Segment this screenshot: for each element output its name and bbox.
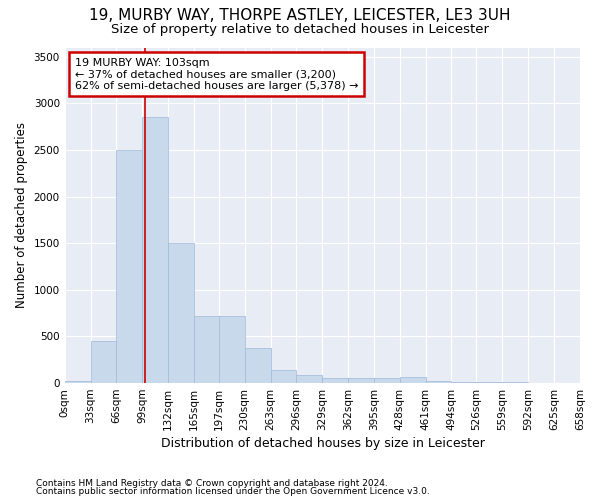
- Bar: [451, 382, 477, 383]
- Bar: [502, 382, 528, 383]
- Bar: [194, 316, 220, 383]
- Bar: [219, 316, 245, 383]
- Y-axis label: Number of detached properties: Number of detached properties: [15, 122, 28, 308]
- Bar: [400, 378, 425, 383]
- X-axis label: Distribution of detached houses by size in Leicester: Distribution of detached houses by size …: [161, 437, 485, 450]
- Bar: [374, 378, 400, 383]
- Bar: [322, 378, 348, 383]
- Bar: [116, 150, 142, 383]
- Bar: [168, 243, 194, 383]
- Text: 19, MURBY WAY, THORPE ASTLEY, LEICESTER, LE3 3UH: 19, MURBY WAY, THORPE ASTLEY, LEICESTER,…: [89, 8, 511, 22]
- Text: Size of property relative to detached houses in Leicester: Size of property relative to detached ho…: [111, 22, 489, 36]
- Bar: [245, 348, 271, 383]
- Text: 19 MURBY WAY: 103sqm
← 37% of detached houses are smaller (3,200)
62% of semi-de: 19 MURBY WAY: 103sqm ← 37% of detached h…: [75, 58, 359, 91]
- Bar: [425, 380, 451, 383]
- Text: Contains HM Land Registry data © Crown copyright and database right 2024.: Contains HM Land Registry data © Crown c…: [36, 478, 388, 488]
- Bar: [142, 118, 168, 383]
- Bar: [476, 382, 502, 383]
- Bar: [296, 374, 322, 383]
- Bar: [271, 370, 296, 383]
- Bar: [91, 341, 116, 383]
- Bar: [65, 381, 91, 383]
- Bar: [348, 378, 374, 383]
- Text: Contains public sector information licensed under the Open Government Licence v3: Contains public sector information licen…: [36, 487, 430, 496]
